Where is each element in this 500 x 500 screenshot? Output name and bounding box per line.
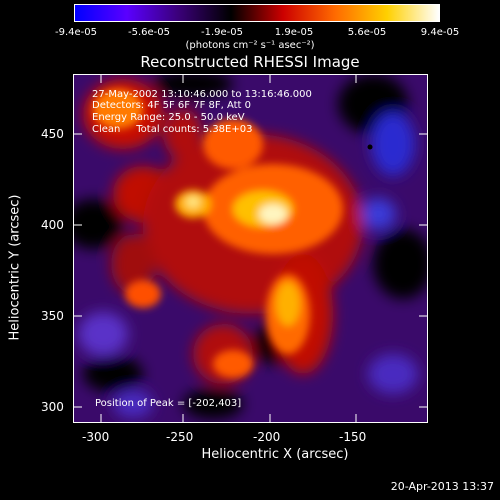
timestamp-footer: 20-Apr-2013 13:37 [390, 480, 494, 493]
colorbar-tick: 5.6e-05 [347, 27, 387, 38]
colorbar-units: (photons cm⁻² s⁻¹ asec⁻²) [185, 40, 315, 51]
colorbar-tick: -1.9e-05 [201, 27, 243, 38]
colorbar-tick: 1.9e-05 [274, 27, 314, 38]
info-total-counts: Clean Total counts: 5.38E+03 [92, 124, 253, 135]
y-tick-label: 450 [41, 127, 64, 141]
info-energy-range: Energy Range: 25.0 - 50.0 keV [92, 112, 245, 123]
info-time-range: 27-May-2002 13:10:46.000 to 13:16:46.000 [92, 89, 312, 100]
x-axis-label: Heliocentric X (arcsec) [201, 447, 349, 462]
y-axis-label: Heliocentric Y (arcsec) [7, 194, 23, 341]
colorbar [74, 4, 440, 22]
y-tick-label: 400 [41, 218, 64, 232]
colorbar-tick: -9.4e-05 [55, 27, 97, 38]
plot-title: Reconstructed RHESSI Image [140, 53, 360, 71]
colorbar-tick: -5.6e-05 [128, 27, 170, 38]
x-tick-label: -200 [253, 430, 281, 444]
x-tick-label: -300 [82, 430, 110, 444]
y-tick-label: 300 [41, 400, 64, 414]
info-peak-position: Position of Peak = [-202,403] [95, 398, 242, 409]
y-tick-label: 350 [41, 309, 64, 323]
x-tick-label: -150 [339, 430, 367, 444]
x-tick-label: -250 [166, 430, 194, 444]
rhessi-image [73, 74, 428, 423]
peak-marker [367, 144, 373, 150]
info-detectors: Detectors: 4F 5F 6F 7F 8F, Att 0 [92, 100, 252, 111]
colorbar-tick: 9.4e-05 [420, 27, 460, 38]
